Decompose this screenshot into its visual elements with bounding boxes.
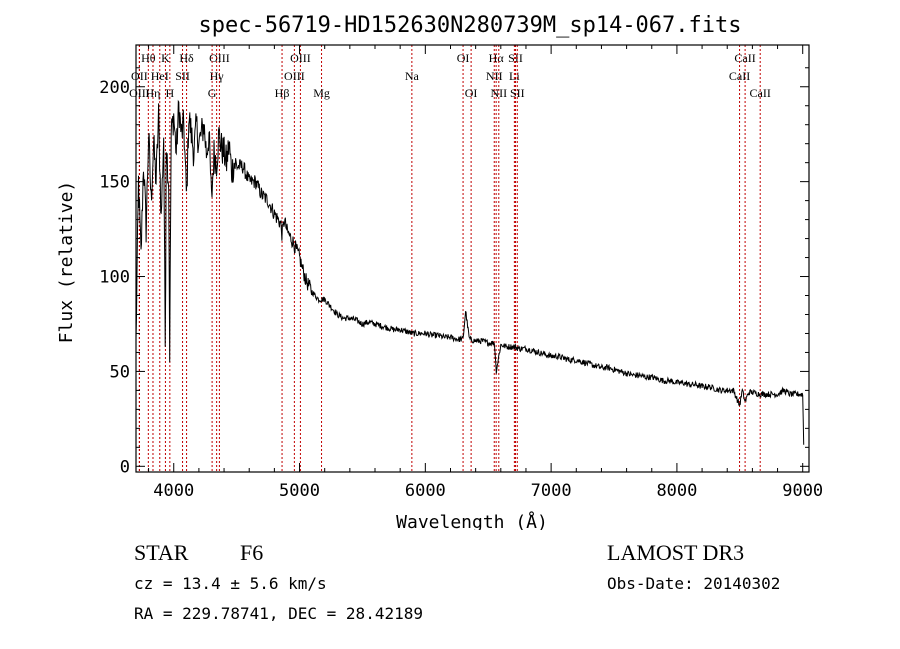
line-label-15: Mg — [313, 86, 330, 100]
line-label-13: OIII — [290, 51, 311, 65]
y-tick-label-150: 150 — [99, 173, 130, 193]
line-label-9: OIII — [209, 51, 230, 65]
line-label-8: Hδ — [179, 51, 194, 65]
chart-title: spec-56719-HD152630N280739M_sp14-067.fit… — [198, 13, 741, 38]
line-label-16: Na — [405, 69, 420, 83]
x-tick-label-5000: 5000 — [279, 481, 320, 501]
spectrum-series — [135, 99, 805, 445]
line-label-23: NII — [490, 86, 507, 100]
subclass: F6 — [240, 540, 264, 565]
x-tick-label-8000: 8000 — [656, 481, 697, 501]
line-label-2: OIII — [129, 86, 150, 100]
y-tick-label-100: 100 — [99, 268, 130, 288]
line-label-11: G — [208, 86, 217, 100]
line-label-19: Hα — [489, 51, 505, 65]
coordinates: RA = 229.78741, DEC = 28.42189 — [134, 604, 423, 623]
line-label-4: HeI — [151, 69, 169, 83]
x-axis-label: Wavelength (Å) — [396, 511, 548, 530]
spectrum-line — [135, 99, 805, 445]
y-axis-label: Flux (relative) — [56, 181, 77, 344]
line-label-22: Li — [509, 69, 520, 83]
line-label-1: OII — [131, 69, 148, 83]
line-label-24: SII — [510, 86, 525, 100]
x-tick-label-9000: 9000 — [782, 481, 823, 501]
line-label-0: Hθ — [141, 51, 156, 65]
spectrum-plot: spec-56719-HD152630N280739M_sp14-067.fit… — [56, 13, 823, 533]
line-label-10: Hγ — [210, 69, 225, 83]
redshift-value: cz = 13.4 ± 5.6 km/s — [134, 574, 327, 593]
line-label-14: OIII — [284, 69, 305, 83]
line-label-26: CaII — [729, 69, 750, 83]
line-label-6: SII — [175, 69, 190, 83]
line-label-17: OI — [457, 51, 470, 65]
line-label-21: NII — [486, 69, 503, 83]
line-label-7: H — [166, 86, 175, 100]
line-label-27: CaII — [750, 86, 771, 100]
y-tick-label-200: 200 — [99, 78, 130, 98]
x-tick-label-4000: 4000 — [153, 481, 194, 501]
x-tick-label-6000: 6000 — [405, 481, 446, 501]
y-tick-label-0: 0 — [120, 457, 130, 477]
line-label-18: OI — [465, 86, 478, 100]
line-label-25: CaII — [734, 51, 755, 65]
axes: 4000 5000 6000 7000 8000 9000 0 50 100 150 200 — [99, 45, 823, 501]
survey-name: LAMOST DR3 — [607, 540, 745, 565]
y-tick-label-50: 50 — [110, 362, 130, 382]
object-class: STAR — [134, 540, 189, 565]
line-label-12: Hβ — [275, 86, 290, 100]
observation-date: Obs-Date: 20140302 — [607, 574, 781, 593]
line-label-3: Hη — [146, 86, 161, 100]
plot-frame — [135, 44, 810, 473]
x-tick-label-7000: 7000 — [531, 481, 572, 501]
line-label-5: K — [161, 51, 170, 65]
line-label-20: SII — [508, 51, 523, 65]
